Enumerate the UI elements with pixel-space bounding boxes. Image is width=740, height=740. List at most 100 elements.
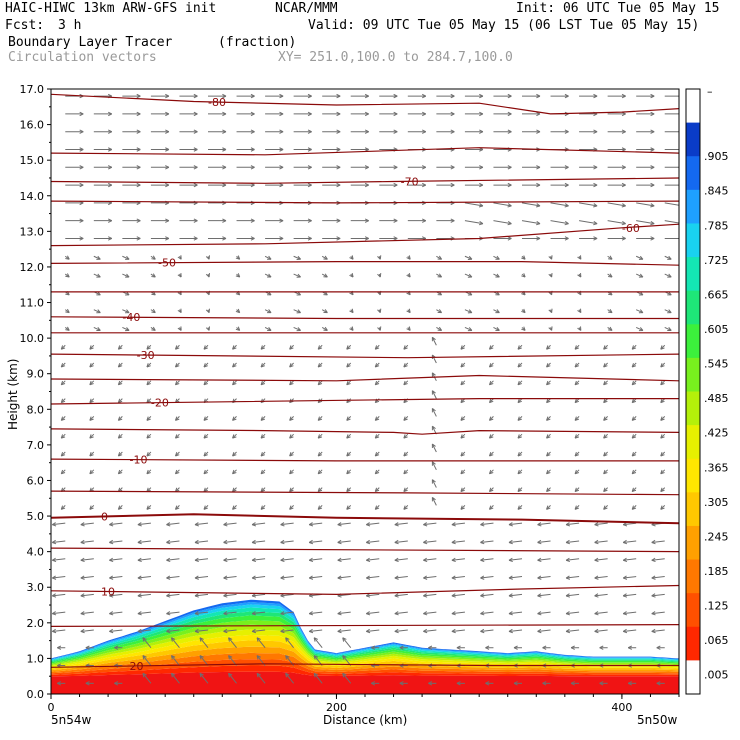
vector-arrowhead (193, 93, 198, 99)
vector-arrow (537, 593, 551, 597)
vector-arrowhead (222, 218, 227, 223)
vector-arrowhead (421, 218, 427, 223)
vector-arrow (252, 629, 266, 632)
vector-arrowhead (546, 398, 551, 404)
contour-label: -20 (151, 397, 169, 410)
y-tick-label: 16.0 (20, 119, 45, 132)
vector-arrow (256, 673, 266, 684)
vector-arrowhead (450, 218, 455, 223)
vector-arrowhead (650, 93, 655, 99)
vector-arrowhead (323, 255, 328, 260)
vector-arrowhead (165, 218, 170, 223)
vector-arrow (508, 540, 523, 543)
vector-arrowhead (250, 236, 255, 241)
vector-arrowhead (166, 628, 171, 634)
vector-arrow (223, 540, 237, 543)
vector-arrowhead (57, 645, 62, 650)
vector-arrowhead (608, 308, 613, 314)
vector-arrowhead (631, 434, 637, 439)
vector-arrowhead (222, 111, 227, 117)
vector-arrowhead (251, 522, 257, 527)
vector-arrow (293, 273, 301, 278)
colorbar-segment (686, 425, 700, 460)
colorbar-frame (685, 88, 701, 695)
vector-arrowhead (136, 129, 141, 134)
vector-arrowhead (346, 345, 351, 350)
vector-arrowhead (336, 236, 341, 241)
colorbar-label: .005 (704, 669, 729, 682)
vector-arrowhead (80, 611, 85, 616)
circulation-vectors (52, 93, 679, 686)
vector-arrowhead (52, 593, 57, 598)
vector-arrow (594, 540, 608, 543)
vector-arrow (199, 655, 209, 666)
vector-arrowhead (260, 469, 266, 475)
vector-arrow (309, 540, 323, 543)
vector-arrowhead (80, 557, 85, 563)
vector-arrowhead (542, 681, 547, 686)
vector-arrowhead (508, 522, 513, 527)
vector-arrowhead (565, 557, 571, 563)
vector-arrowhead (165, 147, 170, 152)
contour-line (51, 223, 679, 247)
vector-arrowhead (631, 416, 637, 421)
vector-arrowhead (621, 165, 626, 170)
vector-arrowhead (364, 165, 369, 170)
vector-arrowhead (336, 111, 341, 117)
vector-arrowhead (393, 218, 398, 223)
vector-arrowhead (337, 539, 342, 545)
vector-arrow (480, 576, 494, 579)
vector-arrowhead (137, 575, 142, 580)
vector-arrowhead (508, 539, 513, 545)
vector-arrow (252, 611, 266, 615)
y-tick-label: 2.0 (27, 617, 45, 630)
vector-arrow (651, 611, 665, 615)
vector-arrow (194, 576, 209, 579)
vector-arrowhead (660, 363, 665, 368)
vector-arrow (93, 326, 101, 331)
vector-arrowhead (621, 236, 626, 241)
vector-arrowhead (650, 165, 655, 170)
vector-arrowhead (142, 672, 147, 678)
vector-arrowhead (60, 505, 66, 510)
vector-arrowhead (146, 469, 151, 475)
vector-arrowhead (109, 575, 114, 580)
vector-arrowhead (564, 220, 569, 226)
vector-arrowhead (546, 487, 551, 493)
vector-arrowhead (377, 255, 382, 260)
x-tick-label: 400 (611, 701, 632, 714)
vector-arrowhead (151, 273, 156, 278)
vector-arrowhead (80, 628, 85, 634)
vector-arrow (594, 522, 608, 526)
vector-arrowhead (232, 434, 237, 439)
vector-arrowhead (364, 129, 369, 134)
colorbar-segment (686, 324, 700, 359)
vector-arrowhead (223, 593, 228, 598)
vector-arrow (423, 522, 437, 526)
vector-arrow (651, 629, 665, 632)
vector-arrowhead (406, 308, 411, 314)
vector-arrowhead (577, 326, 582, 331)
vector-arrow (366, 611, 380, 615)
vector-arrowhead (371, 645, 376, 650)
vector-arrow (493, 202, 512, 207)
vector-arrow (623, 540, 637, 543)
vector-arrowhead (456, 645, 461, 650)
vector-arrowhead (136, 111, 141, 117)
vector-arrowhead (467, 273, 473, 278)
x-tick-label: 0 (48, 701, 55, 714)
vector-arrowhead (146, 416, 151, 421)
tracer-band (51, 620, 679, 665)
vector-arrowhead (205, 326, 210, 331)
vector-arrowhead (125, 255, 130, 260)
vector-arrowhead (65, 273, 70, 278)
vector-arrowhead (177, 308, 182, 314)
contour-line (51, 147, 679, 156)
vector-arrowhead (256, 637, 261, 642)
vector-arrowhead (377, 308, 382, 313)
vector-arrowhead (107, 182, 113, 188)
vector-arrowhead (508, 628, 513, 634)
vector-arrow (337, 540, 351, 543)
vector-arrowhead (656, 681, 661, 686)
vector-arrowhead (536, 129, 541, 134)
